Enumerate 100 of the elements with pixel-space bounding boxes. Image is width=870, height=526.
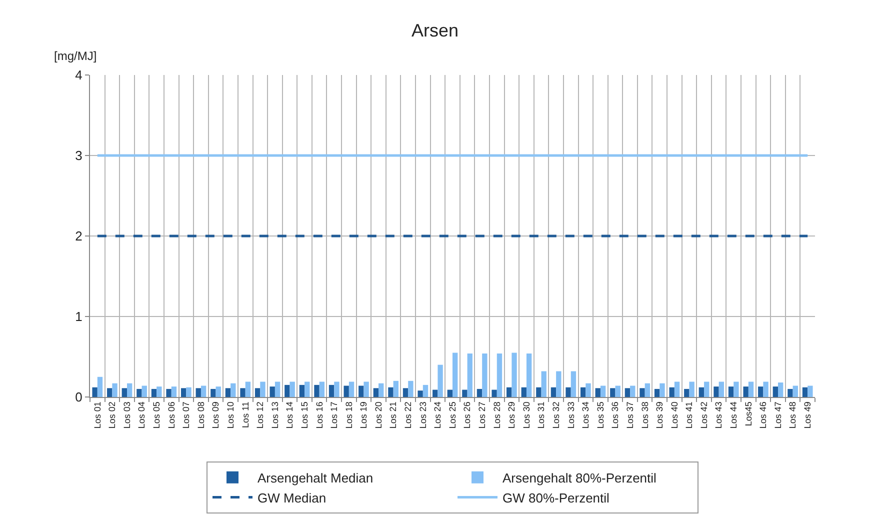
x-tick-label: Los 07 xyxy=(181,402,192,429)
bar xyxy=(373,388,379,397)
bar xyxy=(496,354,502,397)
bar xyxy=(718,382,724,397)
x-tick-label: Los 30 xyxy=(521,402,532,429)
bar xyxy=(580,387,586,397)
bar xyxy=(216,386,221,397)
x-tick-label: Los 49 xyxy=(802,402,813,429)
bar xyxy=(304,382,310,397)
x-tick-label: Los 17 xyxy=(329,402,340,429)
bar xyxy=(566,387,571,397)
bar xyxy=(476,388,482,397)
bar xyxy=(107,388,112,397)
x-tick-label: Los 27 xyxy=(477,402,488,429)
bar xyxy=(512,352,517,397)
bar xyxy=(388,387,394,397)
x-tick-label: Los 44 xyxy=(728,402,739,429)
bar xyxy=(230,383,236,397)
bar xyxy=(689,382,694,397)
bar xyxy=(186,387,192,397)
legend-label: Arsengehalt 80%-Perzentil xyxy=(502,470,657,486)
x-tick-label: Los 47 xyxy=(772,402,783,429)
bar xyxy=(240,388,246,397)
y-tick-label: 4 xyxy=(75,68,82,83)
y-tick-label: 0 xyxy=(75,390,82,405)
bar xyxy=(550,387,556,397)
bar xyxy=(624,388,630,397)
bar xyxy=(808,386,813,397)
x-tick-label: Los 11 xyxy=(240,402,250,428)
bar xyxy=(526,354,532,397)
bar xyxy=(166,388,172,397)
bar xyxy=(418,390,423,397)
bar xyxy=(660,383,665,397)
x-tick-label: Los 13 xyxy=(270,402,280,429)
bar xyxy=(654,388,660,397)
x-tick-label: Los 40 xyxy=(669,402,680,429)
bar xyxy=(521,387,526,397)
bar xyxy=(319,382,325,397)
bar xyxy=(778,382,784,397)
bar xyxy=(254,388,260,397)
bar xyxy=(698,387,704,397)
bar xyxy=(225,388,231,397)
x-tick-label: Los 42 xyxy=(698,402,709,429)
x-tick-label: Los 36 xyxy=(610,402,620,429)
bar xyxy=(802,387,808,397)
bar xyxy=(772,386,778,397)
bar xyxy=(270,386,275,397)
bar xyxy=(136,388,142,397)
x-tick-label: Los 05 xyxy=(152,402,162,429)
x-tick-label: Los 25 xyxy=(447,402,458,429)
x-tick-label: Los 34 xyxy=(580,402,591,429)
x-tick-label: Los 31 xyxy=(536,402,546,429)
x-tick-label: Los 04 xyxy=(136,402,147,429)
bar xyxy=(482,354,488,397)
bar xyxy=(299,384,305,397)
bar xyxy=(112,383,118,397)
bar xyxy=(556,371,562,397)
bar xyxy=(462,390,468,397)
bar xyxy=(393,380,398,397)
x-tick-label: Los 08 xyxy=(196,402,206,429)
bar xyxy=(704,382,710,397)
x-tick-label: Los 23 xyxy=(418,402,428,429)
bar xyxy=(758,386,764,397)
bar xyxy=(586,383,591,397)
bar xyxy=(402,388,408,397)
x-tick-label: Los 35 xyxy=(595,402,606,429)
bar xyxy=(210,388,216,397)
x-tick-label: Los 14 xyxy=(284,402,295,429)
bar xyxy=(334,382,340,397)
bar xyxy=(92,387,98,397)
bar xyxy=(714,386,719,397)
x-tick-label: Los 01 xyxy=(92,402,102,429)
bar xyxy=(684,388,690,397)
x-tick-label: Los 32 xyxy=(550,402,561,429)
x-tick-label: Los 22 xyxy=(403,402,414,429)
bar xyxy=(452,352,458,397)
bar xyxy=(156,386,162,397)
bar xyxy=(126,383,132,397)
bar xyxy=(196,388,201,397)
bar xyxy=(358,386,364,397)
legend-label: Arsengehalt Median xyxy=(258,470,374,486)
x-tick-label: Los 29 xyxy=(506,402,517,429)
bar xyxy=(792,386,798,397)
bar xyxy=(743,386,748,397)
bar xyxy=(151,388,157,397)
x-tick-label: Los 03 xyxy=(122,402,132,429)
x-tick-label: Los 02 xyxy=(107,402,118,429)
bar xyxy=(432,390,438,397)
x-tick-label: Los 15 xyxy=(299,402,310,429)
x-tick-label: Los 20 xyxy=(373,402,384,429)
bar xyxy=(610,388,616,397)
y-tick-label: 2 xyxy=(75,228,82,244)
y-tick-label: 1 xyxy=(75,309,82,324)
bar xyxy=(328,384,334,397)
bar xyxy=(245,382,251,397)
bar xyxy=(422,384,428,397)
x-tick-label: Los 12 xyxy=(255,402,266,429)
bar xyxy=(728,386,734,397)
bar xyxy=(763,382,768,397)
y-axis-title: [mg/MJ] xyxy=(54,49,97,63)
